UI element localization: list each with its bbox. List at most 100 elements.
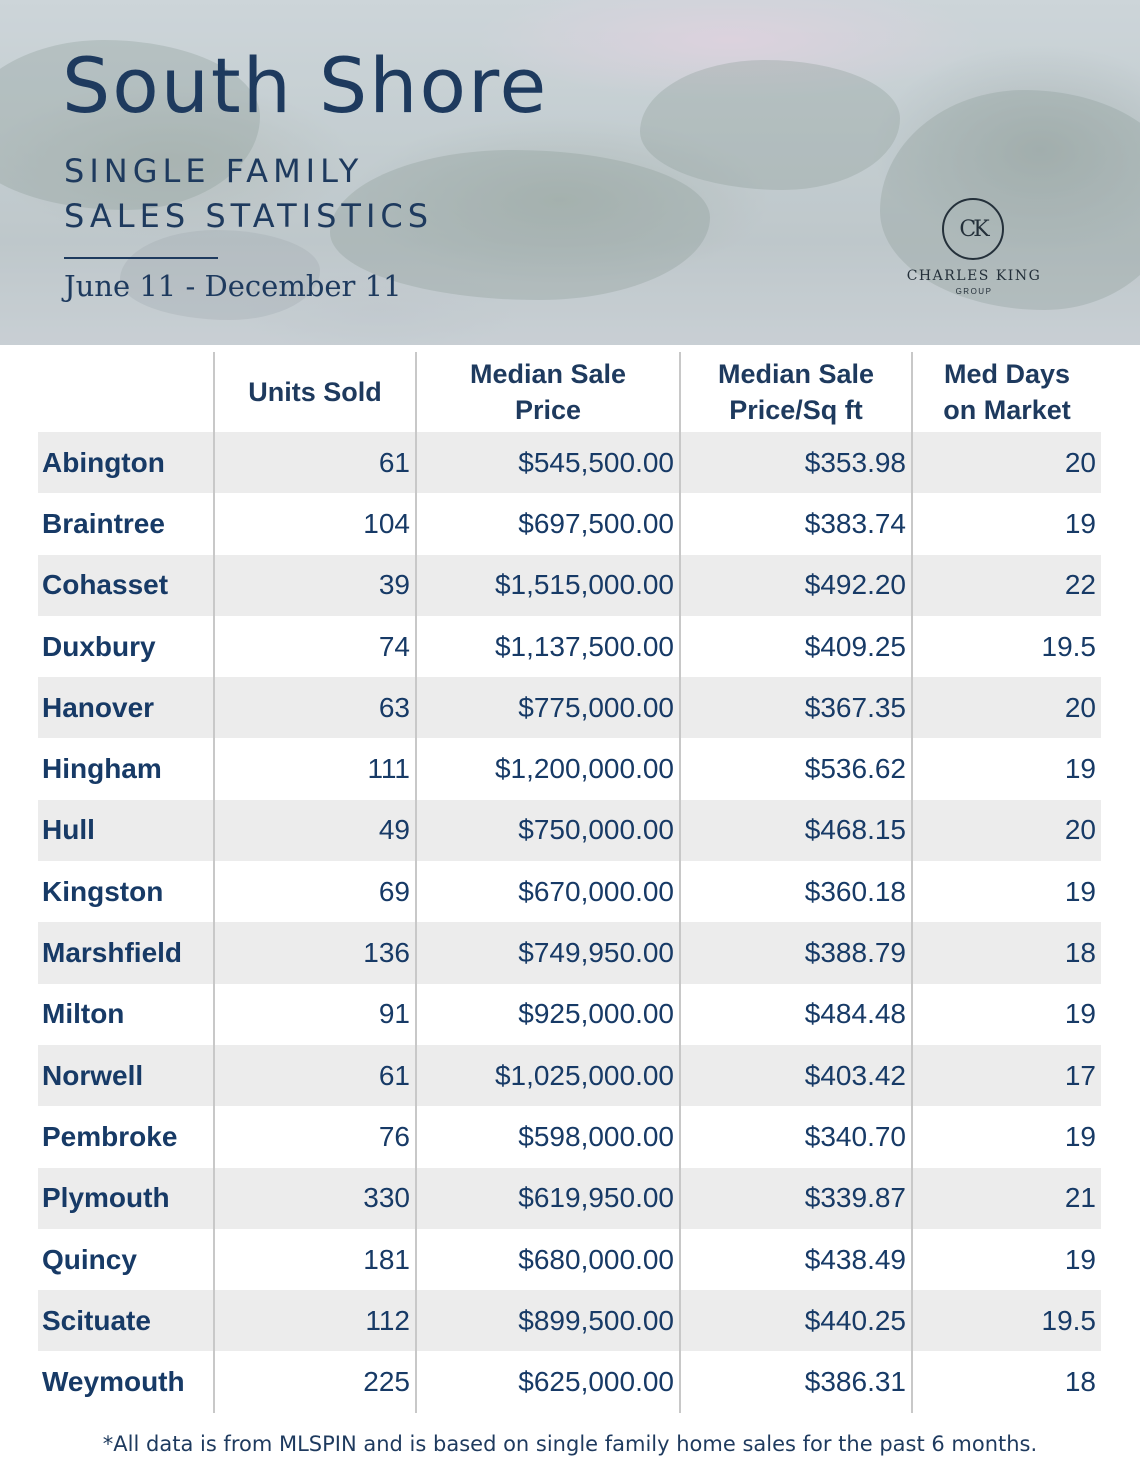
table-row: Quincy 181 $680,000.00 $438.49 19 — [38, 1228, 1101, 1291]
column-header-median-sale-price: Median Sale Price — [415, 352, 680, 432]
rock-shape — [0, 40, 260, 210]
med-days-on-market-cell: 19.5 — [911, 615, 1101, 678]
median-sale-price-cell: $1,200,000.00 — [415, 738, 680, 800]
table-row: Weymouth 225 $625,000.00 $386.31 18 — [38, 1351, 1101, 1413]
town-name-cell: Scituate — [38, 1290, 214, 1352]
table-row: Hull 49 $750,000.00 $468.15 20 — [38, 799, 1101, 862]
median-price-sqft-cell: $403.42 — [679, 1044, 912, 1107]
median-price-sqft-cell: $492.20 — [679, 554, 912, 616]
median-sale-price-cell: $697,500.00 — [415, 493, 680, 555]
table-row: Marshfield 136 $749,950.00 $388.79 18 — [38, 922, 1101, 984]
median-price-sqft-cell: $468.15 — [679, 799, 912, 862]
rock-shape — [330, 150, 710, 300]
med-days-on-market-cell: 18 — [911, 922, 1101, 984]
sales-stats-table: Units Sold Median Sale Price Median Sale… — [38, 352, 1101, 1413]
table-header-row: Units Sold Median Sale Price Median Sale… — [38, 352, 1101, 432]
median-sale-price-cell: $680,000.00 — [415, 1228, 680, 1291]
median-sale-price-cell: $1,137,500.00 — [415, 615, 680, 678]
table-row: Hanover 63 $775,000.00 $367.35 20 — [38, 677, 1101, 739]
median-price-sqft-cell: $536.62 — [679, 738, 912, 800]
units-sold-cell: 225 — [213, 1351, 416, 1413]
median-sale-price-cell: $749,950.00 — [415, 922, 680, 984]
town-name-cell: Hull — [38, 799, 214, 862]
median-sale-price-cell: $625,000.00 — [415, 1351, 680, 1413]
median-price-sqft-cell: $438.49 — [679, 1228, 912, 1291]
town-name-cell: Plymouth — [38, 1167, 214, 1229]
column-header-median-sale-price-text: Median Sale Price — [469, 359, 627, 425]
median-price-sqft-cell: $386.31 — [679, 1351, 912, 1413]
town-name-cell: Cohasset — [38, 554, 214, 616]
table-row: Milton 91 $925,000.00 $484.48 19 — [38, 983, 1101, 1045]
column-header-units-sold: Units Sold — [213, 352, 416, 432]
median-sale-price-cell: $750,000.00 — [415, 799, 680, 862]
units-sold-cell: 63 — [213, 677, 416, 739]
town-name-cell: Kingston — [42, 875, 164, 907]
med-days-on-market-cell: 22 — [911, 554, 1101, 616]
units-sold-cell: 61 — [213, 432, 416, 494]
table-row: Abington 61 $545,500.00 $353.98 20 — [38, 432, 1101, 494]
median-sale-price-cell: $670,000.00 — [415, 861, 680, 923]
median-price-sqft-cell: $383.74 — [679, 493, 912, 555]
rock-shape — [640, 60, 900, 190]
table-row: Duxbury 74 $1,137,500.00 $409.25 19.5 — [38, 615, 1101, 678]
column-header-med-days-on-market: Med Days on Market — [911, 352, 1101, 432]
town-name-cell: Milton — [42, 998, 125, 1030]
median-price-sqft-cell: $440.25 — [679, 1290, 912, 1352]
units-sold-cell: 61 — [213, 1044, 416, 1107]
table-row: Pembroke 76 $598,000.00 $340.70 19 — [38, 1106, 1101, 1168]
median-price-sqft-cell: $484.48 — [679, 983, 912, 1045]
median-sale-price-cell: $899,500.00 — [415, 1290, 680, 1352]
town-name-cell: Hingham — [42, 753, 162, 785]
units-sold-cell: 69 — [213, 861, 416, 923]
rock-shape — [880, 90, 1140, 310]
logo-name: CHARLES KING — [906, 268, 1042, 284]
median-price-sqft-cell: $409.25 — [679, 615, 912, 678]
column-header-med-days-text: Med Days on Market — [943, 359, 1071, 425]
subtitle-line-1: SINGLE FAMILY — [64, 152, 364, 190]
median-price-sqft-cell: $360.18 — [679, 861, 912, 923]
med-days-on-market-cell: 19 — [911, 1228, 1101, 1291]
units-sold-cell: 181 — [213, 1228, 416, 1291]
units-sold-cell: 111 — [213, 738, 416, 800]
table-row: Plymouth 330 $619,950.00 $339.87 21 — [38, 1167, 1101, 1229]
median-sale-price-cell: $598,000.00 — [415, 1106, 680, 1168]
med-days-on-market-cell: 20 — [911, 432, 1101, 494]
median-sale-price-cell: $925,000.00 — [415, 983, 680, 1045]
town-name-cell: Abington — [38, 432, 214, 494]
date-range: June 11 - December 11 — [64, 269, 402, 303]
units-sold-cell: 136 — [213, 922, 416, 984]
units-sold-cell: 104 — [213, 493, 416, 555]
med-days-on-market-cell: 17 — [911, 1044, 1101, 1107]
column-header-median-price-sqft: Median Sale Price/Sq ft — [679, 352, 912, 432]
median-sale-price-cell: $1,515,000.00 — [415, 554, 680, 616]
med-days-on-market-cell: 20 — [911, 677, 1101, 739]
median-price-sqft-cell: $340.70 — [679, 1106, 912, 1168]
town-name-cell: Marshfield — [38, 922, 214, 984]
units-sold-cell: 76 — [213, 1106, 416, 1168]
title-divider — [64, 257, 218, 259]
footnote: *All data is from MLSPIN and is based on… — [102, 1432, 1038, 1456]
subtitle-line-2: SALES STATISTICS — [64, 197, 434, 235]
med-days-on-market-cell: 19 — [911, 493, 1101, 555]
med-days-on-market-cell: 21 — [911, 1167, 1101, 1229]
med-days-on-market-cell: 19 — [911, 983, 1101, 1045]
table-row: Hingham 111 $1,200,000.00 $536.62 19 — [38, 738, 1101, 800]
table-row: Kingston 69 $670,000.00 $360.18 19 — [38, 861, 1101, 923]
median-price-sqft-cell: $388.79 — [679, 922, 912, 984]
median-sale-price-cell: $619,950.00 — [415, 1167, 680, 1229]
med-days-on-market-cell: 19 — [911, 1106, 1101, 1168]
town-name-cell: Duxbury — [42, 630, 156, 662]
med-days-on-market-cell: 19 — [911, 738, 1101, 800]
rock-shape — [120, 230, 320, 320]
town-name-cell: Pembroke — [42, 1120, 178, 1152]
median-sale-price-cell: $775,000.00 — [415, 677, 680, 739]
town-name-cell: Weymouth — [42, 1366, 185, 1398]
med-days-on-market-cell: 18 — [911, 1351, 1101, 1413]
units-sold-cell: 330 — [213, 1167, 416, 1229]
table-row: Cohasset 39 $1,515,000.00 $492.20 22 — [38, 554, 1101, 616]
units-sold-cell: 74 — [213, 615, 416, 678]
median-price-sqft-cell: $353.98 — [679, 432, 912, 494]
image-veil — [0, 0, 1140, 345]
units-sold-cell: 91 — [213, 983, 416, 1045]
town-name-cell: Norwell — [38, 1044, 214, 1107]
